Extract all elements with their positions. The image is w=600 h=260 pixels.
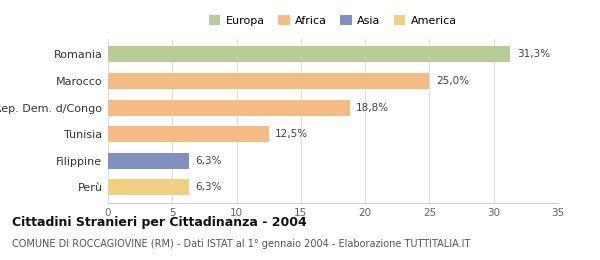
Text: 12,5%: 12,5% (275, 129, 308, 139)
Bar (108, 126, 269, 142)
Bar (108, 47, 511, 62)
Bar (108, 179, 189, 195)
Text: 6,3%: 6,3% (196, 156, 222, 166)
Bar (108, 100, 350, 116)
Bar (108, 73, 430, 89)
Text: 18,8%: 18,8% (356, 103, 389, 113)
Text: 6,3%: 6,3% (196, 182, 222, 192)
Text: 25,0%: 25,0% (436, 76, 469, 86)
Bar (108, 153, 189, 169)
Text: 31,3%: 31,3% (517, 49, 550, 60)
Text: COMUNE DI ROCCAGIOVINE (RM) - Dati ISTAT al 1° gennaio 2004 - Elaborazione TUTTI: COMUNE DI ROCCAGIOVINE (RM) - Dati ISTAT… (12, 239, 470, 249)
Legend: Europa, Africa, Asia, America: Europa, Africa, Asia, America (209, 15, 457, 26)
Text: Cittadini Stranieri per Cittadinanza - 2004: Cittadini Stranieri per Cittadinanza - 2… (12, 216, 307, 229)
